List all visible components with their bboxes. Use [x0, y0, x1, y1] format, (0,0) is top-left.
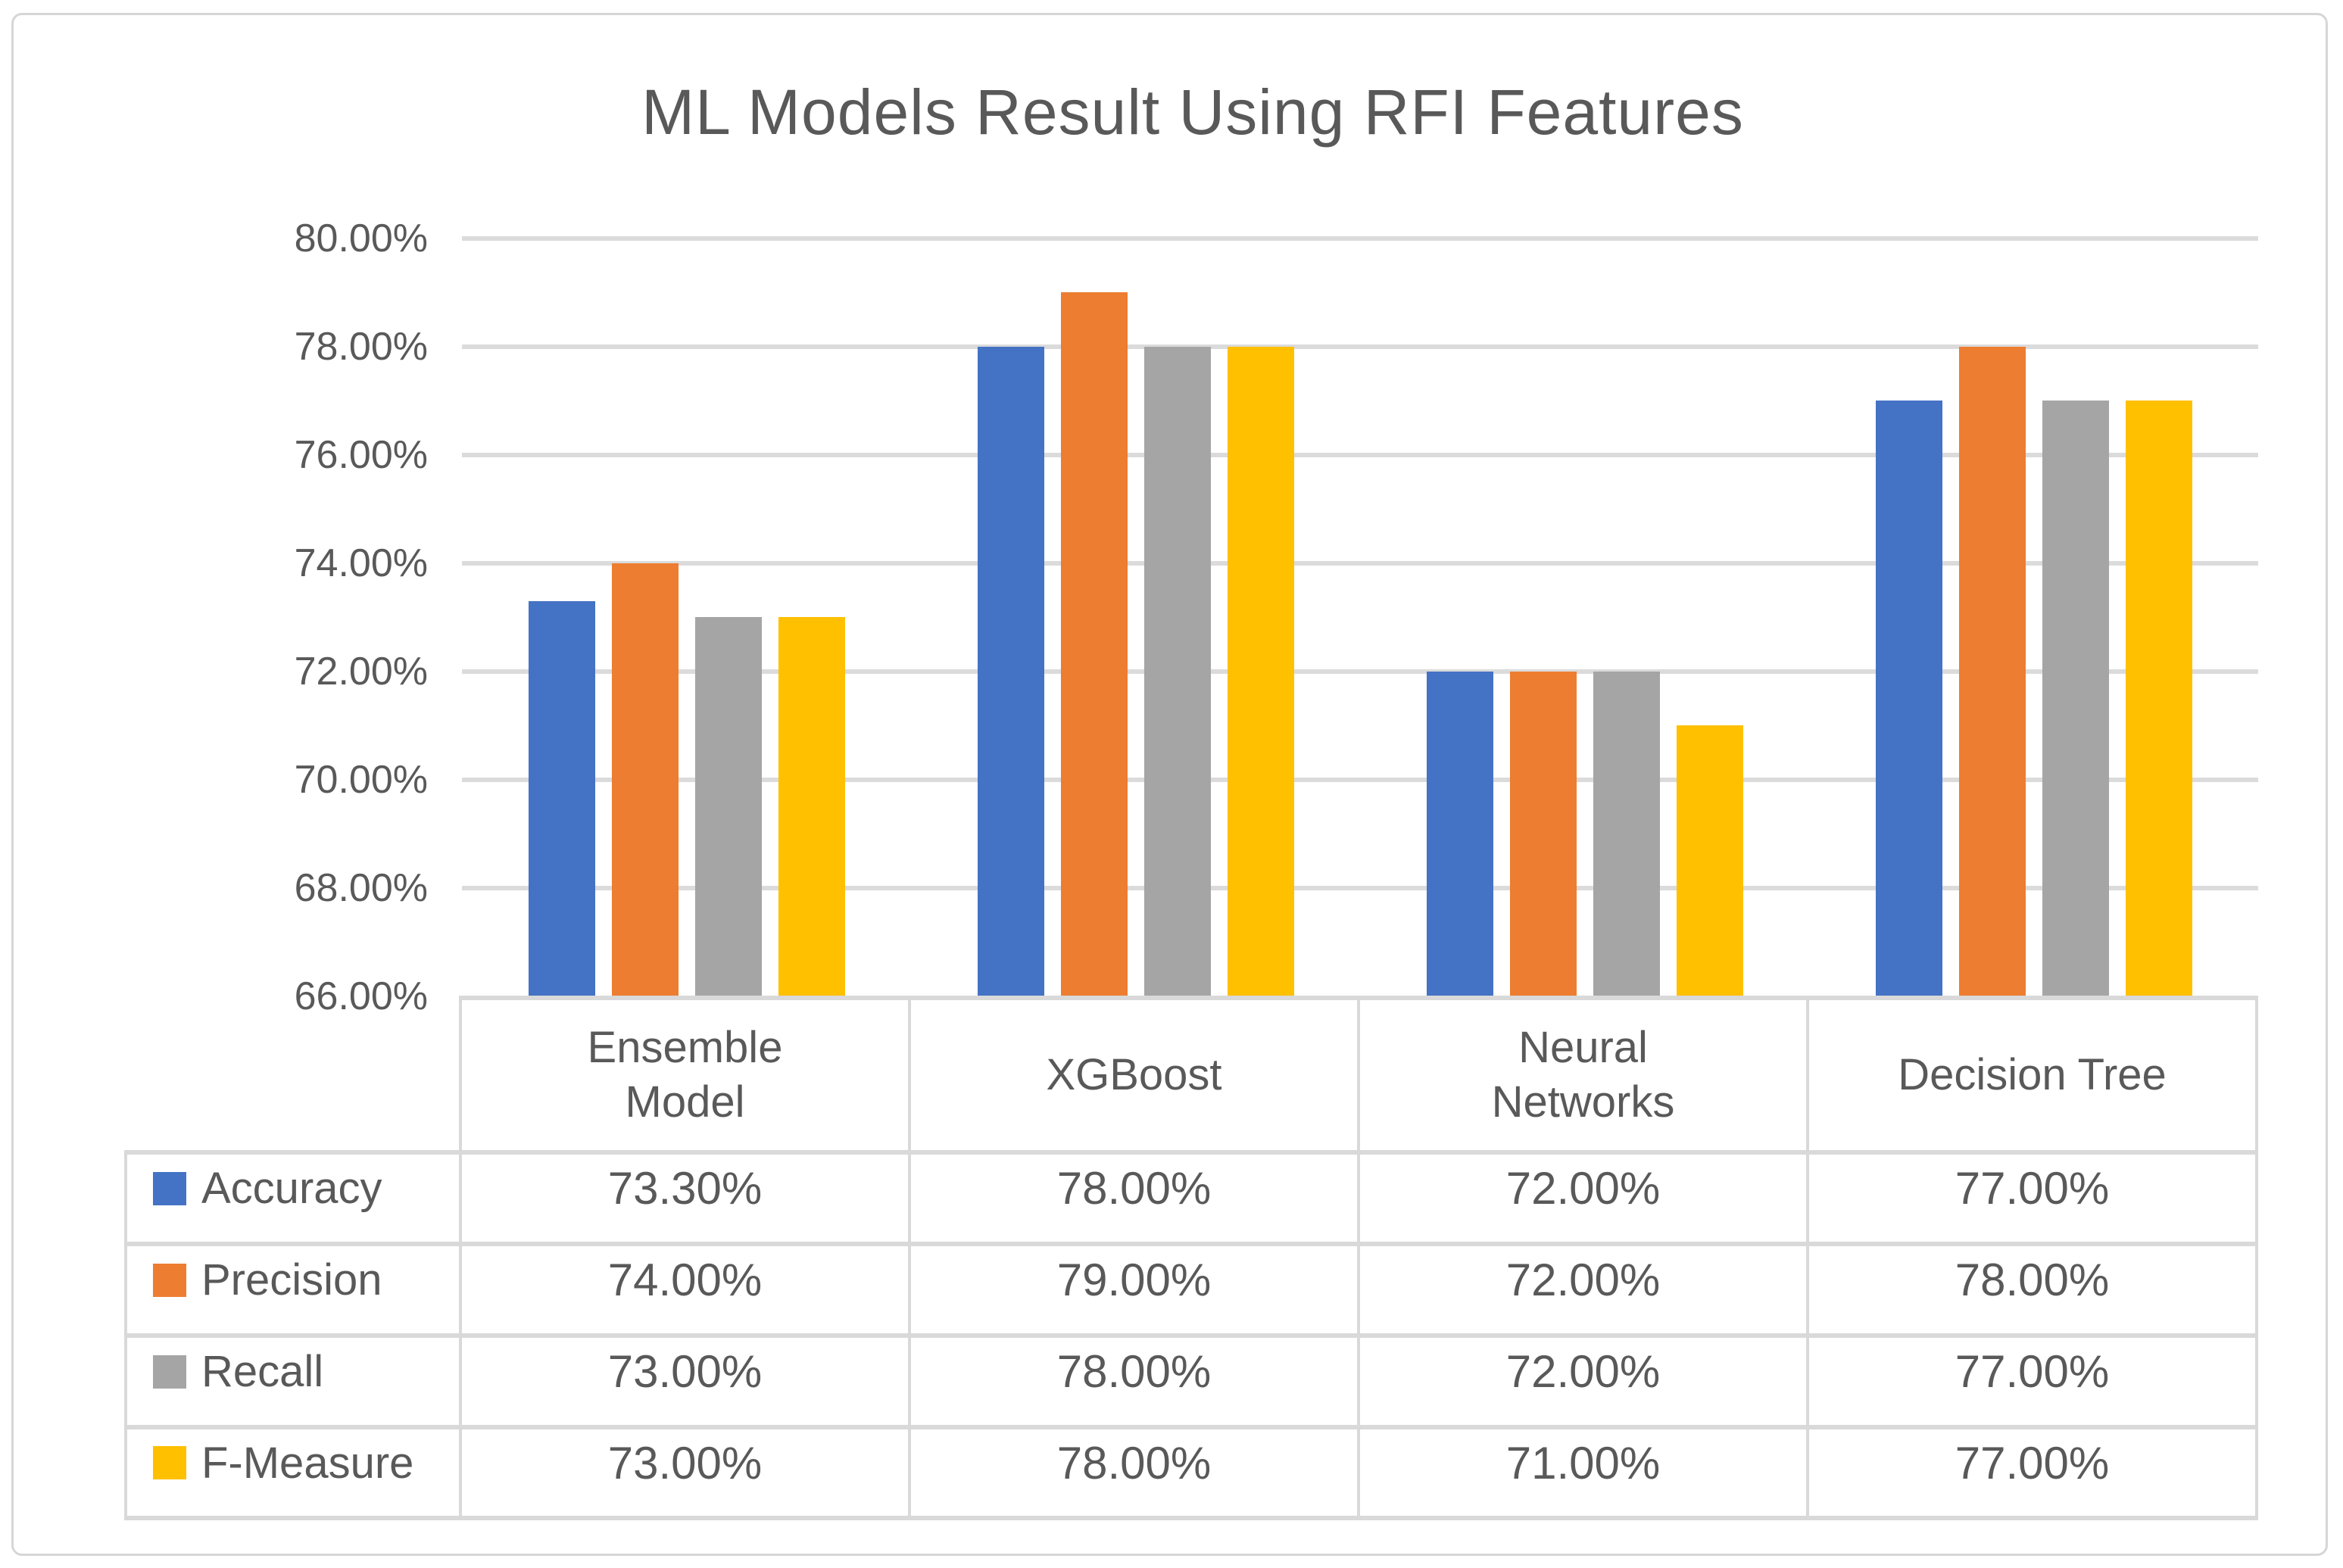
- bar-group-ensemble-model: [462, 238, 911, 996]
- bar-group-xgboost: [911, 238, 1360, 996]
- legend-cell-f-measure: F-Measure: [124, 1429, 462, 1520]
- value-cell-precision-neural-networks: 72.00%: [1360, 1246, 1809, 1338]
- legend-swatch-precision-icon: [153, 1263, 186, 1297]
- legend-label-recall: Recall: [201, 1347, 324, 1396]
- gridline: [462, 886, 2258, 890]
- value-cell-accuracy-xgboost: 78.00%: [911, 1155, 1360, 1246]
- y-tick-label-74-00: 74.00%: [294, 541, 428, 585]
- legend-swatch-accuracy-icon: [153, 1171, 186, 1205]
- bar-accuracy-decision-tree: [1875, 401, 1942, 996]
- y-tick-label-78-00: 78.00%: [294, 325, 428, 369]
- value-cell-f-measure-ensemble-model: 73.00%: [462, 1429, 911, 1520]
- chart-border-frame: [11, 13, 2328, 1556]
- bar-recall-decision-tree: [2042, 401, 2109, 996]
- value-cell-f-measure-decision-tree: 77.00%: [1809, 1429, 2258, 1520]
- bar-group-neural-networks: [1360, 238, 1809, 996]
- bar-precision-decision-tree: [1958, 347, 2026, 996]
- gridline: [462, 778, 2258, 782]
- bar-recall-neural-networks: [1593, 672, 1660, 996]
- chart-title: ML Models Result Using RFI Features: [641, 76, 1744, 148]
- bar-f-measure-decision-tree: [2125, 401, 2192, 996]
- value-cell-precision-xgboost: 79.00%: [911, 1246, 1360, 1338]
- data-table: Ensemble Model XGBoost Neural Networks Decisi…: [124, 996, 2258, 1520]
- legend-cell-recall: Recall: [124, 1338, 462, 1429]
- bar-precision-xgboost: [1060, 292, 1128, 996]
- bar-precision-ensemble-model: [611, 563, 679, 996]
- bar-accuracy-ensemble-model: [528, 601, 595, 996]
- bar-precision-neural-networks: [1509, 672, 1577, 996]
- gridline: [462, 669, 2258, 674]
- value-cell-f-measure-neural-networks: 71.00%: [1360, 1429, 1809, 1520]
- y-tick-label-70-00: 70.00%: [294, 758, 428, 802]
- legend-swatch-f-measure-icon: [153, 1446, 186, 1479]
- value-cell-precision-decision-tree: 78.00%: [1809, 1246, 2258, 1338]
- value-cell-accuracy-decision-tree: 77.00%: [1809, 1155, 2258, 1246]
- legend-swatch-recall-icon: [153, 1354, 186, 1389]
- legend-label-accuracy: Accuracy: [201, 1164, 382, 1213]
- y-tick-label-68-00: 68.00%: [294, 866, 428, 910]
- plot-area: [462, 236, 2258, 996]
- bar-f-measure-neural-networks: [1676, 725, 1743, 996]
- value-cell-recall-decision-tree: 77.00%: [1809, 1338, 2258, 1429]
- y-tick-label-66-00: 66.00%: [294, 974, 428, 1018]
- bar-groups: [462, 238, 2258, 996]
- bar-accuracy-xgboost: [977, 347, 1044, 996]
- value-cell-recall-xgboost: 78.00%: [911, 1338, 1360, 1429]
- bar-recall-ensemble-model: [694, 617, 762, 996]
- value-cell-accuracy-neural-networks: 72.00%: [1360, 1155, 1809, 1246]
- value-cell-precision-ensemble-model: 74.00%: [462, 1246, 911, 1338]
- bar-f-measure-ensemble-model: [778, 617, 845, 996]
- category-header-neural-networks: Neural Networks: [1360, 996, 1809, 1155]
- legend-label-f-measure: F-Measure: [201, 1438, 414, 1488]
- gridline: [462, 453, 2258, 457]
- y-tick-label-76-00: 76.00%: [294, 433, 428, 477]
- value-cell-accuracy-ensemble-model: 73.30%: [462, 1155, 911, 1246]
- gridline: [462, 236, 2258, 241]
- gridline: [462, 561, 2258, 566]
- value-cell-f-measure-xgboost: 78.00%: [911, 1429, 1360, 1520]
- bar-group-decision-tree: [1809, 238, 2258, 996]
- y-tick-label-80-00: 80.00%: [294, 217, 428, 260]
- table-corner-cell: [124, 996, 462, 1155]
- category-header-decision-tree: Decision Tree: [1809, 996, 2258, 1155]
- value-cell-recall-ensemble-model: 73.00%: [462, 1338, 911, 1429]
- legend-cell-accuracy: Accuracy: [124, 1155, 462, 1246]
- y-tick-label-72-00: 72.00%: [294, 650, 428, 694]
- category-header-ensemble-model: Ensemble Model: [462, 996, 911, 1155]
- value-cell-recall-neural-networks: 72.00%: [1360, 1338, 1809, 1429]
- gridline: [462, 344, 2258, 349]
- legend-label-precision: Precision: [201, 1255, 382, 1305]
- legend-cell-precision: Precision: [124, 1246, 462, 1338]
- bar-recall-xgboost: [1143, 347, 1211, 996]
- bar-f-measure-xgboost: [1227, 347, 1294, 996]
- category-header-xgboost: XGBoost: [911, 996, 1360, 1155]
- bar-accuracy-neural-networks: [1426, 672, 1493, 996]
